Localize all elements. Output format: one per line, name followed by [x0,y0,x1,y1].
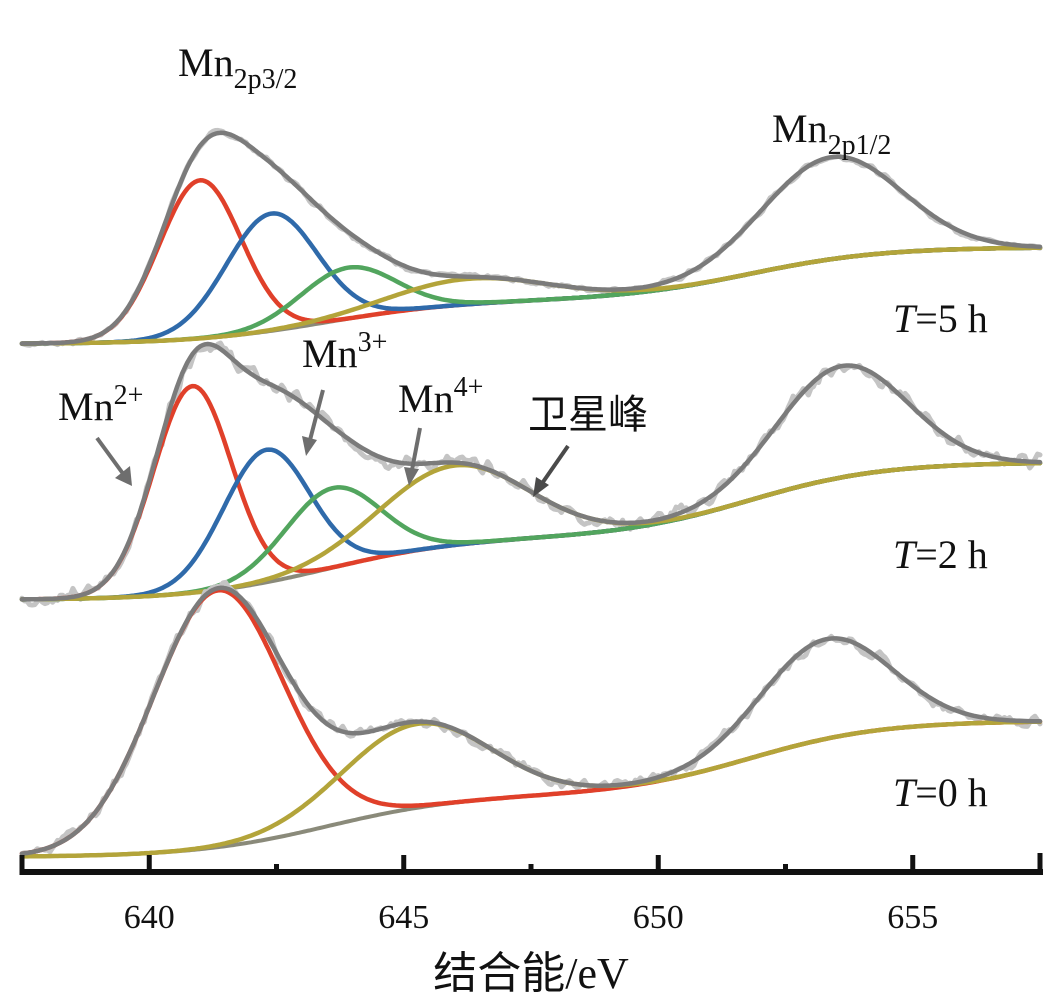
peak-label-main: Mn [178,40,234,85]
panel-label-t5: T=5 h [893,296,988,341]
species-sup: 3+ [358,327,388,358]
raw-data-line [19,579,1043,859]
species-text: 卫星峰 [528,392,648,437]
envelope-line [19,585,1043,856]
peak-label-mn2p32: Mn2p3/2 [178,40,297,95]
species-label-mn2: Mn2+ [58,380,143,429]
raw-data-line [19,127,1043,348]
arrow-icon-satellite [533,444,570,497]
panel-label-t0: T=0 h [893,770,988,815]
svg-text:Mn2p3/2: Mn2p3/2 [178,40,297,95]
peak-label-main: Mn [772,106,828,151]
svg-text:Mn4+: Mn4+ [398,372,483,421]
arrow-icon-mn2 [95,436,132,486]
component-satellite [19,719,1043,859]
component-mn3 [19,211,1043,346]
svg-text:Mn3+: Mn3+ [302,327,387,376]
species-label-mn3: Mn3+ [302,327,387,376]
peak-label-sub: 2p1/2 [828,130,892,161]
annotation-arrows [95,389,570,497]
x-axis: 640 645 650 655 [19,853,1043,936]
component-mn2 [19,587,1043,856]
arrow-icon-mn4 [404,427,422,486]
peak-label-mn2p12: Mn2p1/2 [772,106,891,161]
envelope-line [19,341,1043,602]
x-tick-label: 655 [887,899,938,936]
panel-label-t2: T=2 h [893,532,988,577]
x-axis-title: 结合能/eV [433,949,629,998]
svg-text:Mn2+: Mn2+ [58,380,143,429]
background-line [20,719,1042,859]
species-main: Mn [302,331,358,376]
species-sup: 4+ [454,372,484,403]
species-main: Mn [58,384,114,429]
peak-label-sub: 2p3/2 [234,64,298,95]
x-tick-label: 645 [378,899,429,936]
component-mn2 [19,178,1043,346]
x-tick-label: 640 [124,899,175,936]
arrow-icon-mn3 [302,389,325,456]
x-tick-label: 650 [633,899,684,936]
panel-t0 [19,579,1043,859]
svg-text:Mn2p1/2: Mn2p1/2 [772,106,891,161]
spectra-panels [19,127,1043,859]
species-label-satellite: 卫星峰 [528,392,648,437]
panel-t2 [19,340,1043,608]
species-label-mn4: Mn4+ [398,372,483,421]
envelope-line [19,130,1043,346]
species-sup: 2+ [114,380,144,411]
panel-t5 [19,127,1043,348]
species-main: Mn [398,376,454,421]
